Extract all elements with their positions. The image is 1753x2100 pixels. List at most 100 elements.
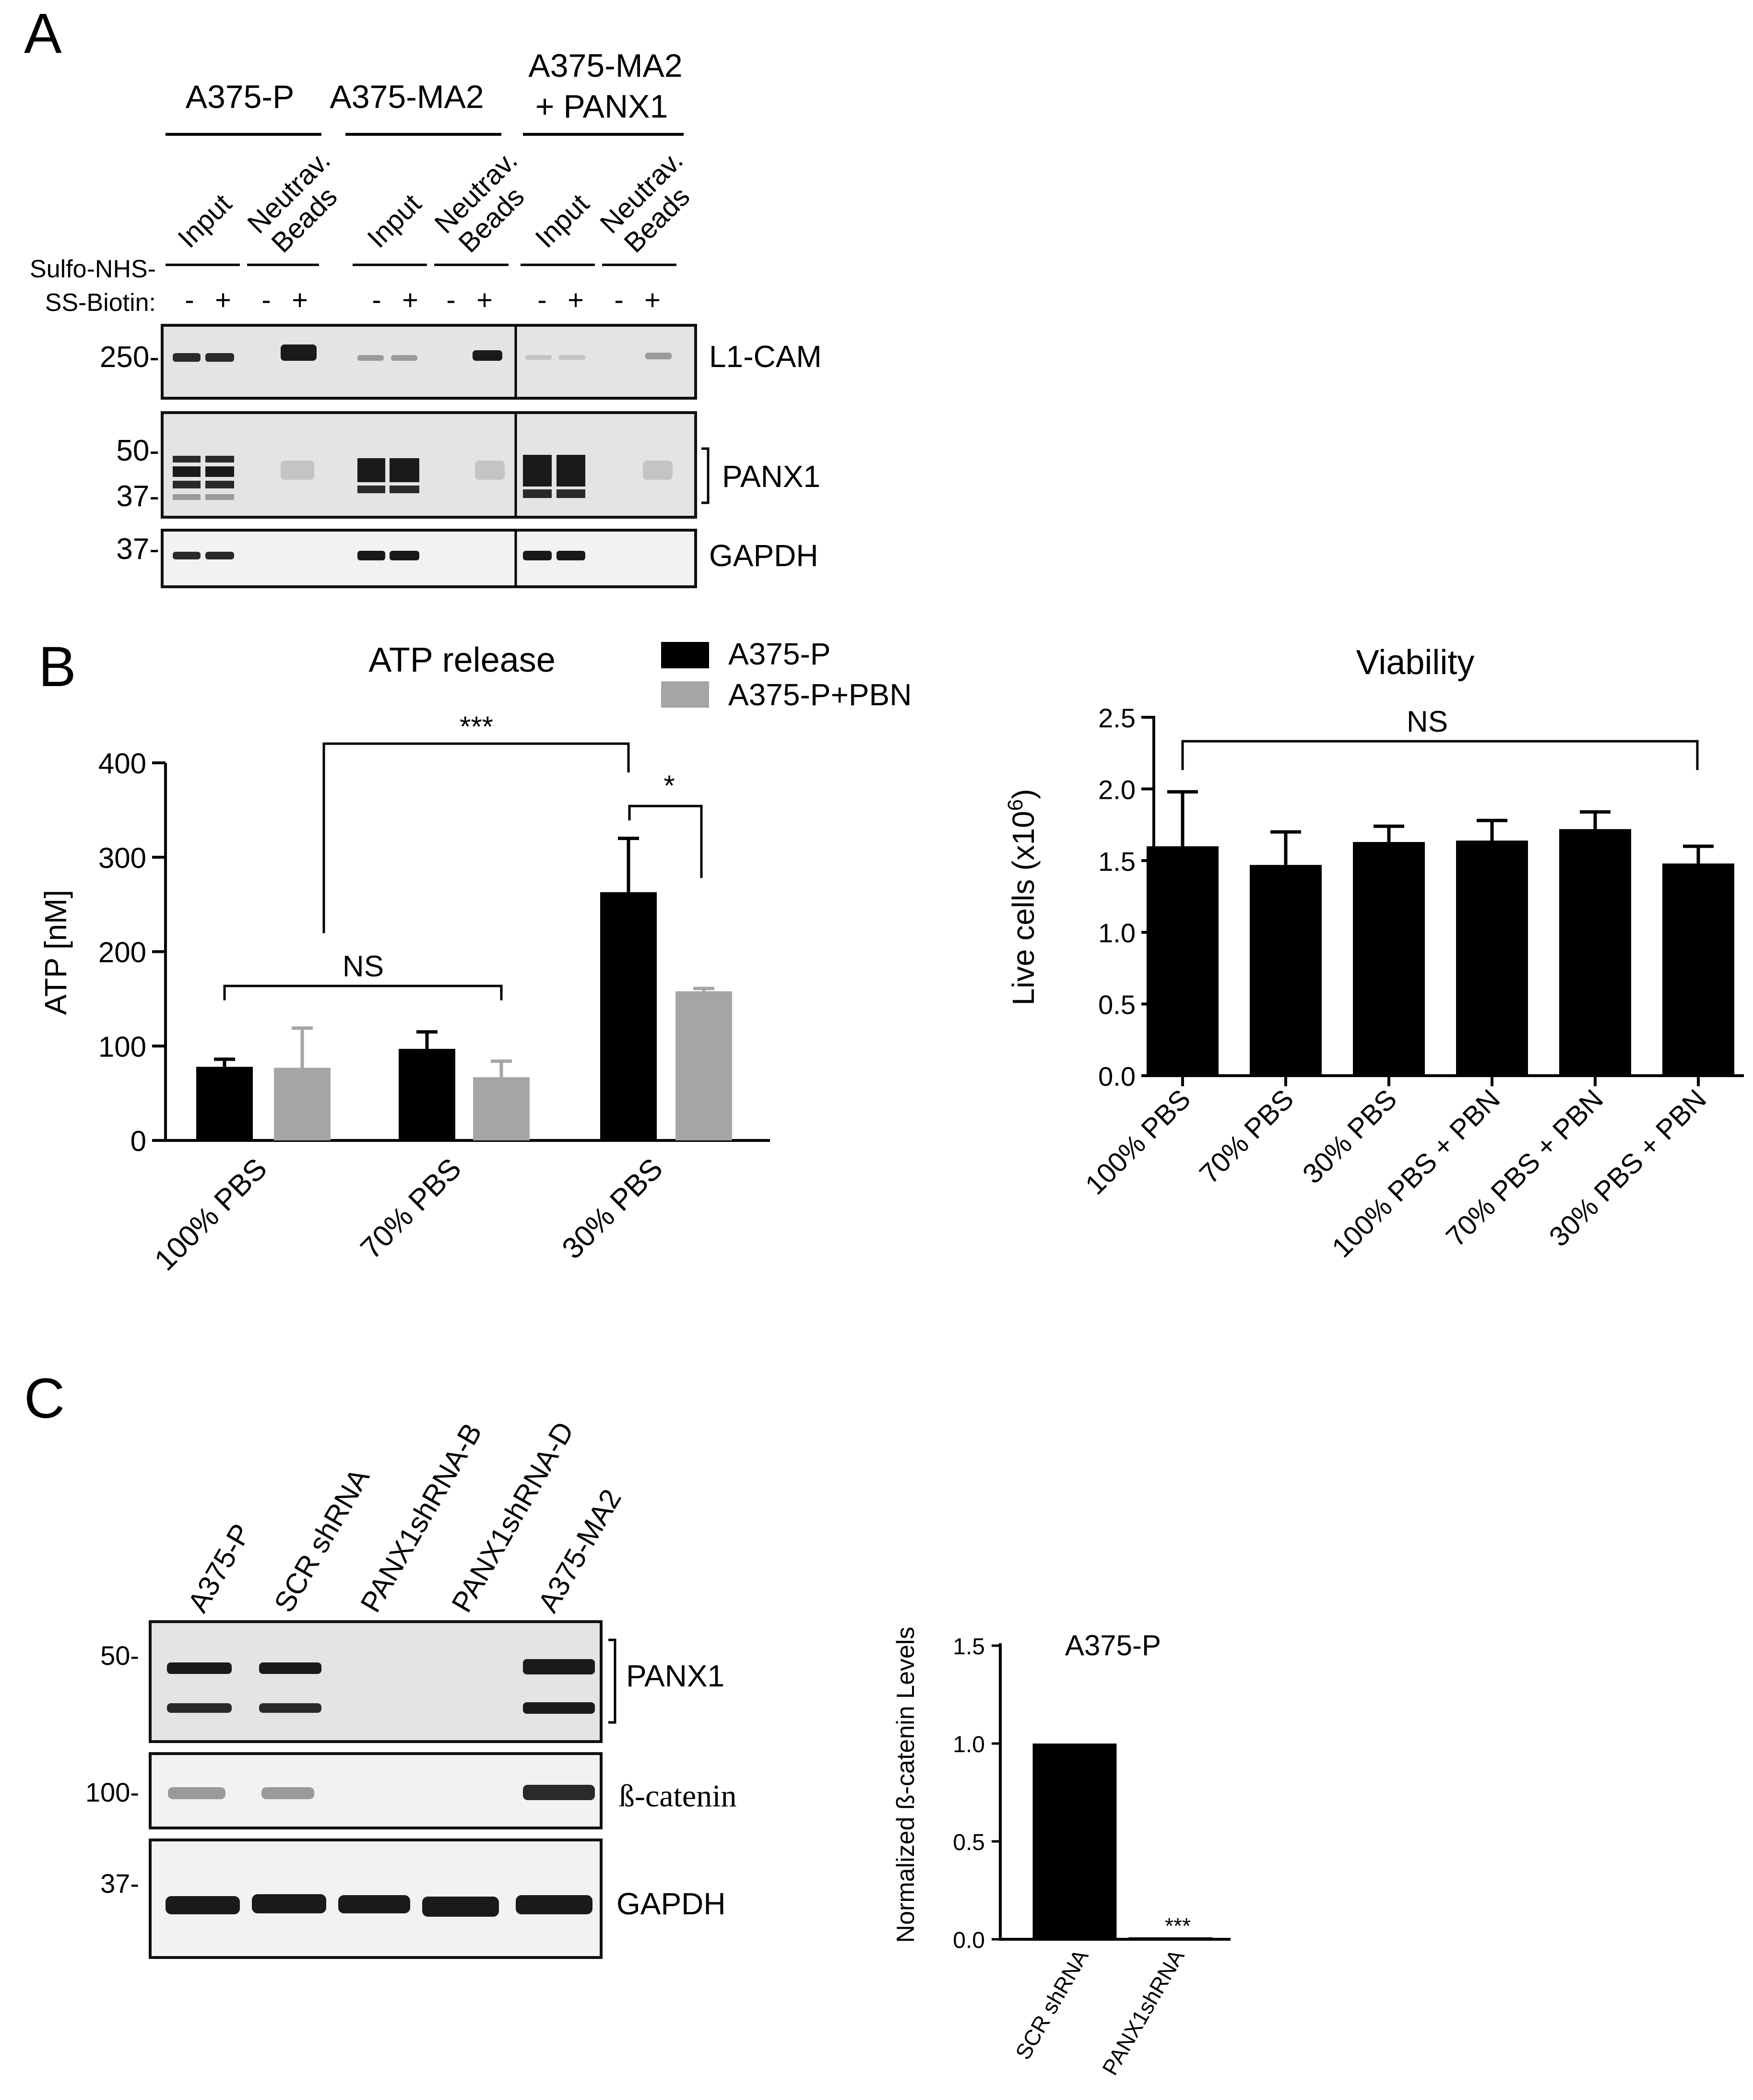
lane-header: A375-MA2 [532, 1483, 628, 1617]
blot-panx1-bands [173, 455, 673, 500]
y-tick-label: 2.5 [1098, 703, 1136, 733]
y-tick-label: 0 [130, 1125, 146, 1157]
bar [473, 1077, 530, 1140]
sign-plus: + [402, 285, 418, 316]
panel-letter-a: A [24, 2, 62, 65]
bar [1353, 842, 1425, 1076]
chart-title: Viability [1356, 643, 1475, 682]
sign-minus: - [446, 285, 455, 316]
blot-panx1-c [149, 1620, 603, 1743]
y-tick-label: 1.5 [953, 1634, 985, 1660]
blot-l1cam-bands [173, 344, 672, 362]
blot-gapdh-bands [173, 551, 585, 560]
lane-header: A375-P [181, 1519, 257, 1618]
x-tick-label: 30% PBS [1297, 1083, 1403, 1190]
blot-label-l1cam: L1-CAM [709, 339, 822, 374]
x-tick-label: 70% PBS [354, 1152, 467, 1265]
sig-bracket-single [628, 805, 703, 878]
legend-swatch-a375-p-pbn [661, 681, 709, 708]
bar [274, 1068, 331, 1140]
bar [675, 991, 732, 1140]
x-tick-label: SCR shRNA [1010, 1945, 1093, 2064]
marker-50-c: 50- [100, 1640, 139, 1671]
y-tick-label: 100 [98, 1031, 146, 1063]
chart-viability: Viability Live cells (x106) 0.0 0.5 1.0 1.5… [1004, 643, 1744, 1264]
lane-header-input: Input [529, 188, 595, 254]
blot-gapdh [161, 529, 697, 588]
chart-title: A375-P [1065, 1629, 1161, 1661]
group-label-a375-ma2-b: A375-MA2 [528, 47, 682, 84]
sig-label-ns: NS [1407, 705, 1448, 738]
sig-label-triple: *** [460, 711, 493, 743]
y-axis-label: Live cells (x106) [1004, 789, 1041, 1005]
lane-header-input: Input [361, 188, 427, 254]
bar [1559, 829, 1631, 1076]
chart-title: ATP release [368, 641, 556, 679]
bar [600, 892, 657, 1140]
sign-minus: - [261, 285, 271, 316]
x-tick-label: 100% PBS [148, 1152, 273, 1277]
blot-panx1 [161, 411, 697, 519]
treatment-label-line1: Sulfo-NHS- [30, 255, 156, 283]
panel-letter-b: B [38, 635, 76, 699]
y-tick-label: 200 [98, 937, 146, 969]
panx1-bracket [608, 1638, 616, 1724]
sign-minus: - [185, 285, 194, 316]
sign-plus: + [568, 285, 584, 316]
sign-plus: + [644, 285, 661, 316]
y-tick-label: 1.5 [1098, 846, 1136, 877]
bar [1032, 1744, 1117, 1939]
y-axis-label: Normalized ß-catenin Levels [892, 1627, 920, 1943]
x-tick-label: 100% PBS + PBN [1326, 1083, 1506, 1263]
y-tick-label: 0.5 [953, 1830, 985, 1855]
blot-panx1-c-bands [167, 1659, 595, 1714]
x-tick-label: PANX1shRNA [1097, 1945, 1189, 2079]
blot-label-bcatenin-c: ß-catenin [619, 1779, 737, 1814]
group-label-a375-p: A375-P [186, 79, 295, 115]
y-tick-label: 1.0 [953, 1732, 985, 1757]
marker-50: 50- [116, 434, 159, 467]
y-tick-label: 1.0 [1098, 918, 1136, 948]
x-tick-label: 70% PBS [1194, 1083, 1300, 1190]
blot-gapdh-c-bands [166, 1894, 592, 1917]
lane-headers-c: A375-P SCR shRNA PANX1shRNA-B PANX1shRNA… [181, 1416, 628, 1617]
sign-minus: - [537, 285, 546, 316]
marker-37-gapdh: 37- [116, 533, 159, 566]
bar [196, 1067, 253, 1140]
sig-label: *** [1165, 1913, 1191, 1938]
sign-plus: + [215, 285, 231, 316]
bar [1456, 840, 1528, 1076]
bar [1147, 846, 1219, 1076]
y-tick-label: 400 [98, 747, 146, 780]
sig-bracket-triple [322, 742, 630, 933]
blot-label-panx1-c: PANX1 [626, 1659, 724, 1693]
bar [1250, 865, 1322, 1076]
bar [1662, 863, 1734, 1076]
chart-atp-release: ATP release ATP [nM] 0 100 200 300 400 100% … [38, 637, 912, 1277]
bar [399, 1049, 455, 1140]
sig-label-ns: NS [343, 950, 384, 983]
lane-header-input: Input [172, 188, 237, 254]
panel-letter-c: C [24, 1367, 65, 1430]
legend-label-a375-p-pbn: A375-P+PBN [728, 677, 912, 712]
x-tick-label: 100% PBS [1079, 1083, 1196, 1200]
blot-bcatenin-c-bands [168, 1785, 595, 1800]
blot-label-gapdh-c: GAPDH [616, 1886, 726, 1921]
marker-250: 250- [100, 341, 159, 374]
sign-minus: - [614, 285, 623, 316]
blot-label-gapdh: GAPDH [709, 538, 818, 573]
legend-swatch-a375-p [661, 642, 709, 668]
marker-37-c: 37- [100, 1868, 139, 1898]
sig-bracket-ns [1181, 740, 1699, 770]
bar [1128, 1937, 1213, 1939]
sig-label-single: * [663, 770, 675, 802]
group-label-a375-ma2: A375-MA2 [330, 79, 484, 115]
sign-plus: + [476, 285, 493, 316]
y-tick-label: 0.0 [1098, 1061, 1136, 1092]
y-tick-label: 2.0 [1098, 774, 1136, 805]
y-tick-label: 0.0 [953, 1928, 985, 1953]
blot-l1cam [161, 324, 697, 400]
sign-plus: + [292, 285, 308, 316]
marker-37: 37- [116, 480, 159, 513]
y-axis-label: ATP [nM] [38, 890, 73, 1015]
